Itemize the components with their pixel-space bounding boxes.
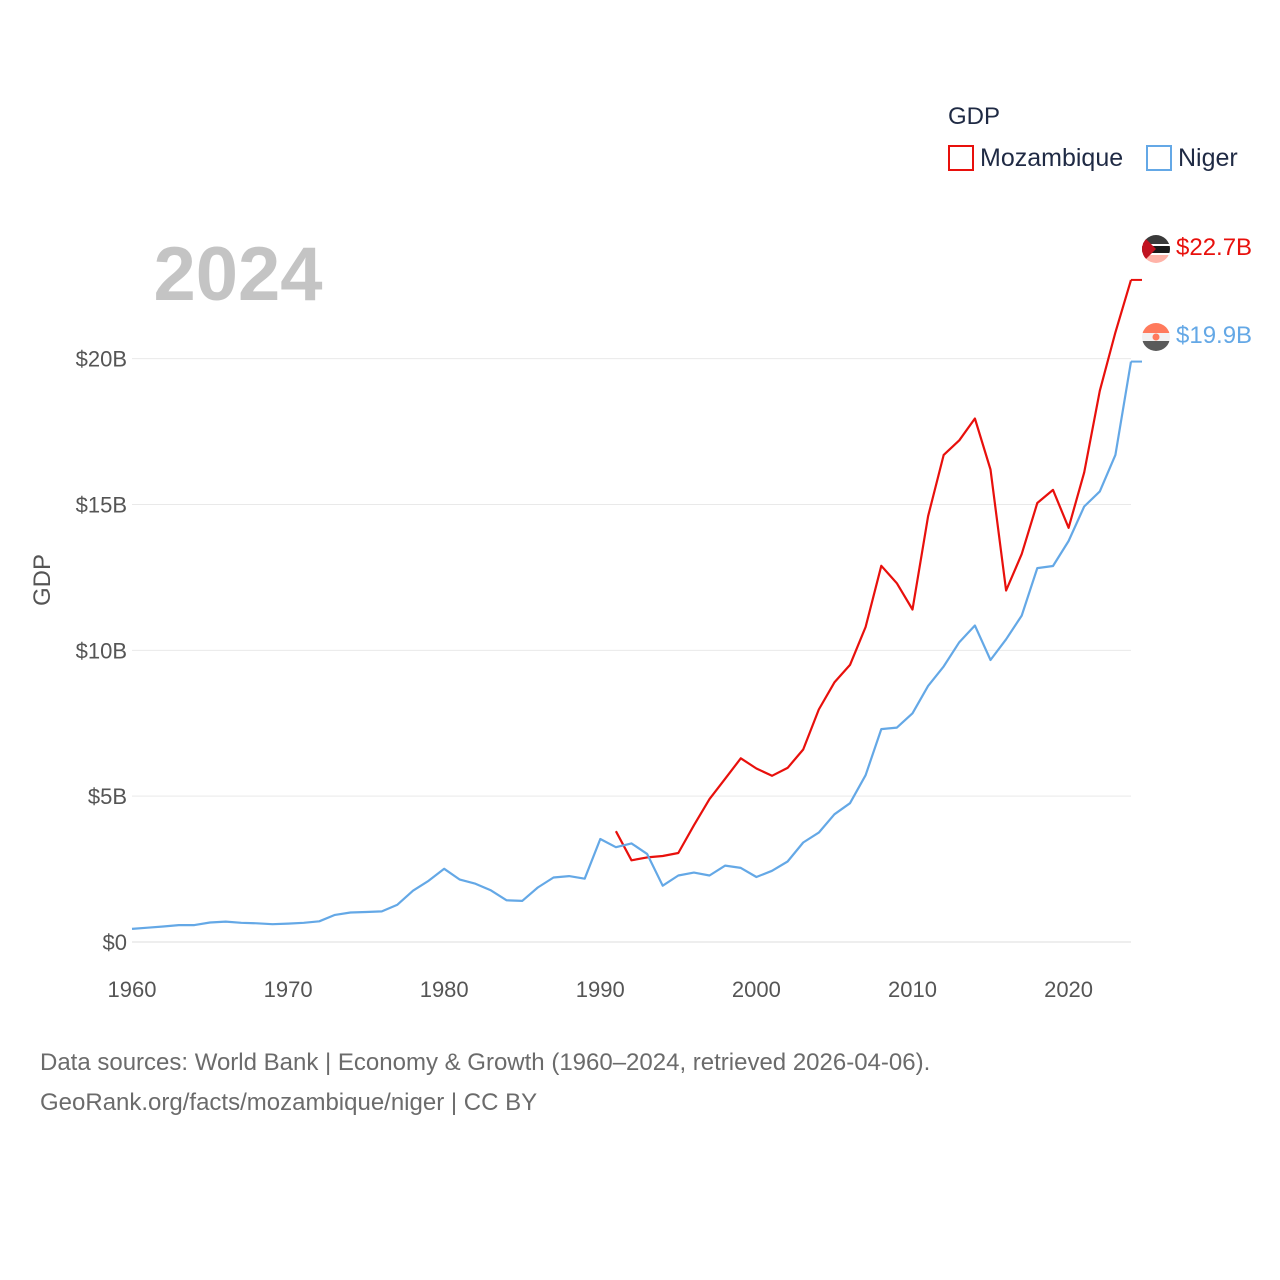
y-tick-label: $20B — [76, 347, 127, 372]
legend: GDP Mozambique Niger — [948, 103, 1238, 172]
source-note: Data sources: World Bank | Economy & Gro… — [40, 1043, 1240, 1123]
y-tick-label: $5B — [88, 784, 127, 809]
legend-item-niger[interactable]: Niger — [1146, 144, 1238, 172]
y-tick-label: $0 — [103, 930, 127, 955]
y-tick-label: $15B — [76, 493, 127, 518]
year-label: 2024 — [153, 232, 322, 317]
end-value-label-mozambique: $22.7B — [1176, 234, 1252, 261]
x-tick-label: 2020 — [1044, 977, 1093, 1002]
x-tick-label: 1980 — [420, 977, 469, 1002]
legend-item-mozambique[interactable]: Mozambique — [948, 144, 1123, 172]
legend-label-niger: Niger — [1178, 144, 1238, 172]
legend-swatch-niger — [1146, 145, 1172, 171]
x-axis-ticks: 1960 1970 1980 1990 2000 2010 2020 — [108, 977, 1094, 1002]
source-line-1: Data sources: World Bank | Economy & Gro… — [40, 1049, 931, 1076]
x-tick-label: 1960 — [108, 977, 157, 1002]
gridlines — [132, 358, 1131, 943]
legend-label-mozambique: Mozambique — [980, 144, 1123, 172]
series-line-niger[interactable] — [131, 361, 1133, 930]
y-axis-ticks: $0 $5B $10B $15B $20B — [76, 347, 127, 955]
legend-title: GDP — [948, 103, 1000, 130]
x-tick-label: 2010 — [888, 977, 937, 1002]
end-value-label-niger: $19.9B — [1176, 322, 1252, 349]
y-tick-label: $10B — [76, 638, 127, 663]
niger-flag-icon — [1142, 323, 1170, 351]
source-line-2[interactable]: GeoRank.org/facts/mozambique/niger | CC … — [40, 1089, 538, 1116]
series-lines — [131, 278, 1142, 930]
mozambique-flag-icon — [1142, 235, 1170, 263]
x-tick-label: 2000 — [732, 977, 781, 1002]
x-tick-label: 1970 — [264, 977, 313, 1002]
legend-swatch-mozambique — [948, 145, 974, 171]
x-tick-label: 1990 — [576, 977, 625, 1002]
series-line-mozambique[interactable] — [614, 279, 1133, 862]
y-axis-label: GDP — [29, 554, 56, 606]
